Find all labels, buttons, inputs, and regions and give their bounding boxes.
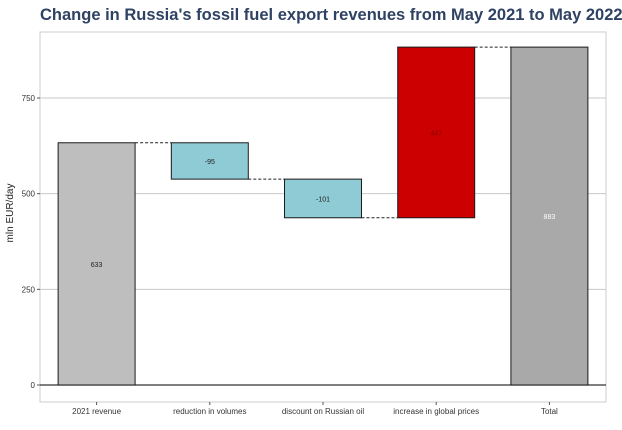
bar-total [510, 46, 589, 386]
bars [57, 46, 589, 386]
bar-discount-on-russian-oil [284, 178, 362, 219]
chart-title: Change in Russia's fossil fuel export re… [40, 6, 622, 24]
data-label: -101 [316, 196, 330, 203]
bar-2021-revenue [57, 142, 136, 386]
x-tick-label: increase in global prices [393, 407, 479, 416]
data-label: 883 [544, 214, 556, 221]
x-tick-label: reduction in volumes [173, 407, 246, 416]
y-tick-label: 750 [22, 94, 36, 103]
x-axis: 2021 revenue reduction in volumes discount… [72, 402, 558, 416]
data-label: 633 [91, 262, 103, 269]
x-tick-label: Total [541, 407, 558, 416]
x-tick-label: discount on Russian oil [282, 407, 364, 416]
y-tick-label: 500 [22, 190, 36, 199]
y-tick-label: 0 [31, 381, 36, 390]
y-tick-label: 250 [22, 285, 36, 294]
x-tick-label: 2021 revenue [72, 407, 121, 416]
data-label: 447 [430, 130, 442, 137]
y-axis: 0 250 500 750 [22, 94, 40, 390]
y-axis-label: mln EUR/day [5, 184, 16, 243]
data-labels: 633 -95 -101 447 883 [91, 130, 556, 268]
bar-increase-in-global-prices [397, 46, 476, 219]
data-label: -95 [205, 159, 215, 166]
bar-reduction-in-volumes [170, 142, 249, 180]
connectors [135, 46, 511, 219]
